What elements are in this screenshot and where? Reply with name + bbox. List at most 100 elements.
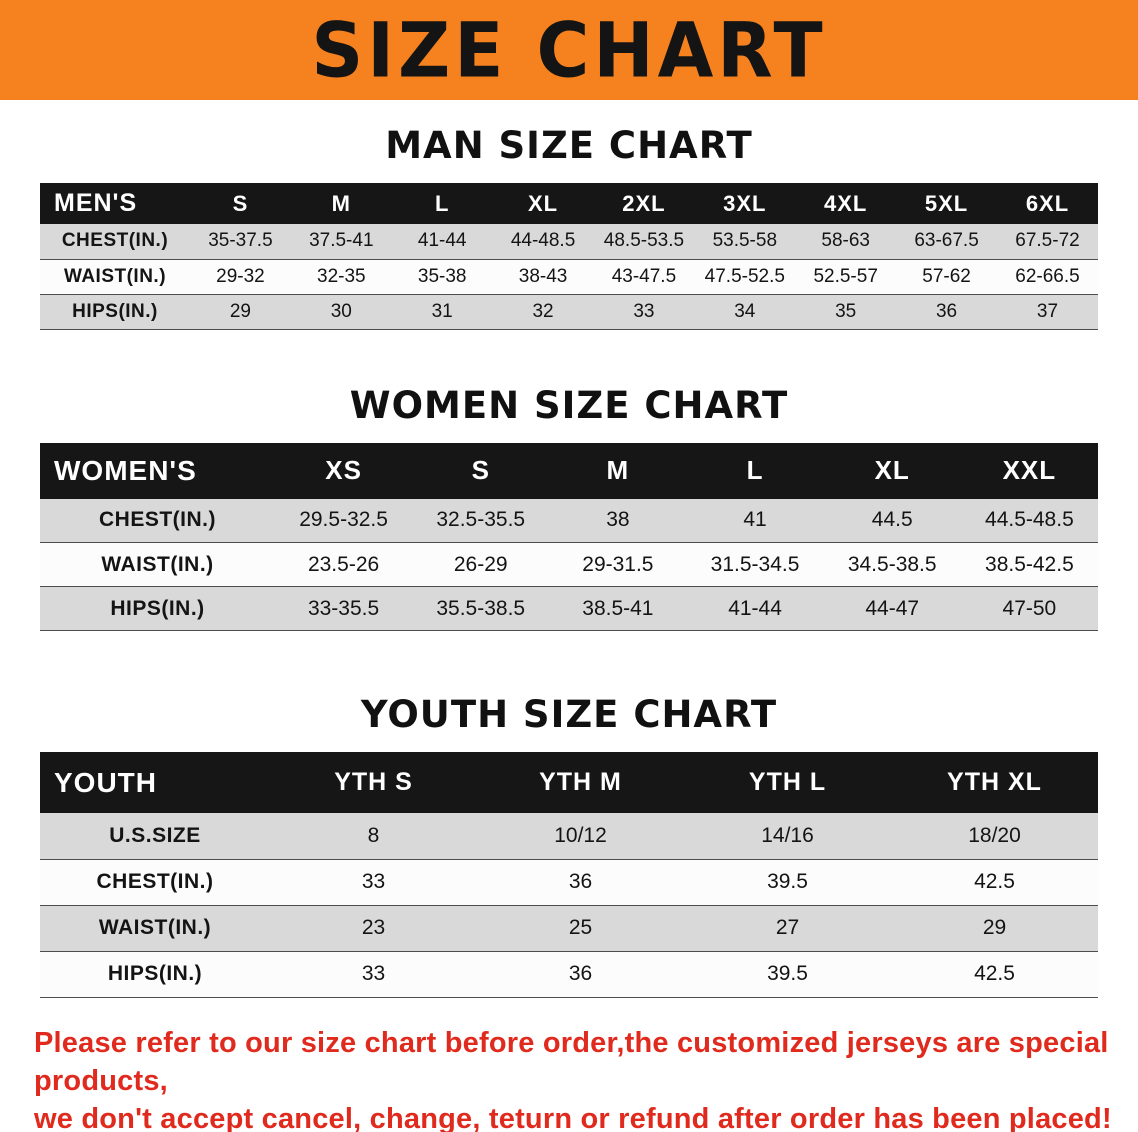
size-value-cell: 47.5-52.5 [694,259,796,295]
size-column-header: XL [823,442,961,499]
size-value-cell: 63-67.5 [896,224,997,260]
size-column-header: XS [275,442,413,499]
size-value-cell: 41 [686,498,824,543]
men-section-heading: MAN SIZE CHART [385,124,753,167]
size-column-header: M [290,183,392,224]
disclaimer: Please refer to our size chart before or… [34,1024,1114,1132]
size-value-cell: 35.5-38.5 [412,586,550,631]
table-row: U.S.SIZE 8 10/12 14/16 18/20 [40,813,1098,860]
size-value-cell: 32-35 [290,259,392,295]
size-column-header: XXL [960,442,1098,499]
size-column-header: YTH S [270,752,477,813]
size-value-cell: 44.5 [823,498,961,543]
table-title-cell: MEN'S [40,183,190,224]
size-value-cell: 33 [270,951,477,998]
banner: SIZE CHART [0,0,1138,100]
size-value-cell: 33 [593,294,695,330]
table-row: CHEST(IN.) 35-37.5 37.5-41 41-44 44-48.5 48.5… [40,224,1098,260]
youth-size-table: YOUTH YTH S YTH M YTH L YTH XL U.S.SIZE 8 10/12… [40,752,1098,998]
size-column-header: 5XL [896,183,997,224]
row-label-cell: HIPS(IN.) [40,294,190,330]
size-value-cell: 14/16 [684,813,891,860]
size-value-cell: 18/20 [891,813,1098,860]
table-row: HIPS(IN.) 33-35.5 35.5-38.5 38.5-41 41-44 44-… [40,586,1098,631]
size-value-cell: 38 [549,498,687,543]
size-value-cell: 41-44 [686,586,824,631]
size-value-cell: 41-44 [391,224,493,260]
size-value-cell: 43-47.5 [593,259,695,295]
table-row: WAIST(IN.) 23 25 27 29 [40,905,1098,952]
size-value-cell: 8 [270,813,477,860]
table-row: WAIST(IN.) 23.5-26 26-29 29-31.5 31.5-34.5 34… [40,542,1098,587]
size-column-header: YTH M [477,752,684,813]
table-header-row: MEN'S S M L XL 2XL 3XL 4XL 5XL 6XL [40,183,1098,224]
size-column-header: 3XL [694,183,796,224]
size-value-cell: 27 [684,905,891,952]
table-row: CHEST(IN.) 33 36 39.5 42.5 [40,859,1098,906]
size-value-cell: 37.5-41 [290,224,392,260]
page-title: SIZE CHART [311,5,827,95]
size-value-cell: 58-63 [795,224,897,260]
size-value-cell: 44-48.5 [492,224,594,260]
table-title-cell: YOUTH [40,752,270,813]
size-value-cell: 34.5-38.5 [823,542,961,587]
row-label-cell: U.S.SIZE [40,813,270,860]
table-row: CHEST(IN.) 29.5-32.5 32.5-35.5 38 41 44.5 44.5… [40,498,1098,543]
youth-section: YOUTH SIZE CHART YOUTH YTH S YTH M YTH L YTH… [0,693,1138,998]
size-value-cell: 37 [997,294,1098,330]
size-value-cell: 32 [492,294,594,330]
row-label-cell: HIPS(IN.) [40,951,270,998]
women-section-heading: WOMEN SIZE CHART [349,383,789,427]
size-column-header: 6XL [997,183,1098,224]
row-label-cell: WAIST(IN.) [40,542,275,587]
disclaimer-line-2: we don't accept cancel, change, teturn o… [34,1103,1112,1132]
size-column-header: L [391,183,493,224]
men-section: MAN SIZE CHART MEN'S S M L XL 2XL 3XL 4XL 5XL 6XL… [0,124,1138,330]
size-value-cell: 10/12 [477,813,684,860]
size-column-header: 4XL [795,183,897,224]
size-column-header: YTH XL [891,752,1098,813]
row-label-cell: HIPS(IN.) [40,586,275,631]
size-value-cell: 29 [891,905,1098,952]
size-value-cell: 34 [694,294,796,330]
size-value-cell: 29-32 [190,259,291,295]
size-value-cell: 39.5 [684,859,891,906]
size-value-cell: 33-35.5 [275,586,413,631]
size-value-cell: 25 [477,905,684,952]
size-column-header: L [686,442,824,499]
size-value-cell: 38-43 [492,259,594,295]
women-size-table: WOMEN'S XS S M L XL XXL CHEST(IN.) 29.5-32.5 32.5… [40,442,1098,631]
size-value-cell: 36 [477,951,684,998]
size-value-cell: 62-66.5 [997,259,1098,295]
size-value-cell: 35-37.5 [190,224,291,260]
row-label-cell: CHEST(IN.) [40,498,275,543]
size-value-cell: 26-29 [412,542,550,587]
disclaimer-line-1: Please refer to our size chart before or… [34,1026,1109,1097]
size-value-cell: 36 [477,859,684,906]
row-label-cell: WAIST(IN.) [40,259,190,295]
size-value-cell: 57-62 [896,259,997,295]
size-value-cell: 44.5-48.5 [960,498,1098,543]
size-value-cell: 35 [795,294,897,330]
table-header-row: YOUTH YTH S YTH M YTH L YTH XL [40,752,1098,813]
size-value-cell: 36 [896,294,997,330]
size-value-cell: 32.5-35.5 [412,498,550,543]
size-column-header: XL [492,183,594,224]
size-column-header: S [190,183,291,224]
row-label-cell: CHEST(IN.) [40,859,270,906]
size-value-cell: 31 [391,294,493,330]
size-value-cell: 29-31.5 [549,542,687,587]
size-value-cell: 30 [290,294,392,330]
row-label-cell: CHEST(IN.) [40,224,190,260]
size-value-cell: 29 [190,294,291,330]
size-column-header: S [412,442,550,499]
size-value-cell: 35-38 [391,259,493,295]
size-value-cell: 29.5-32.5 [275,498,413,543]
size-value-cell: 48.5-53.5 [593,224,695,260]
women-section: WOMEN SIZE CHART WOMEN'S XS S M L XL XXL CHEST(… [0,383,1138,631]
size-column-header: YTH L [684,752,891,813]
table-header-row: WOMEN'S XS S M L XL XXL [40,442,1098,499]
men-size-table: MEN'S S M L XL 2XL 3XL 4XL 5XL 6XL CHEST(IN.) 35-37… [40,183,1098,330]
size-value-cell: 52.5-57 [795,259,897,295]
